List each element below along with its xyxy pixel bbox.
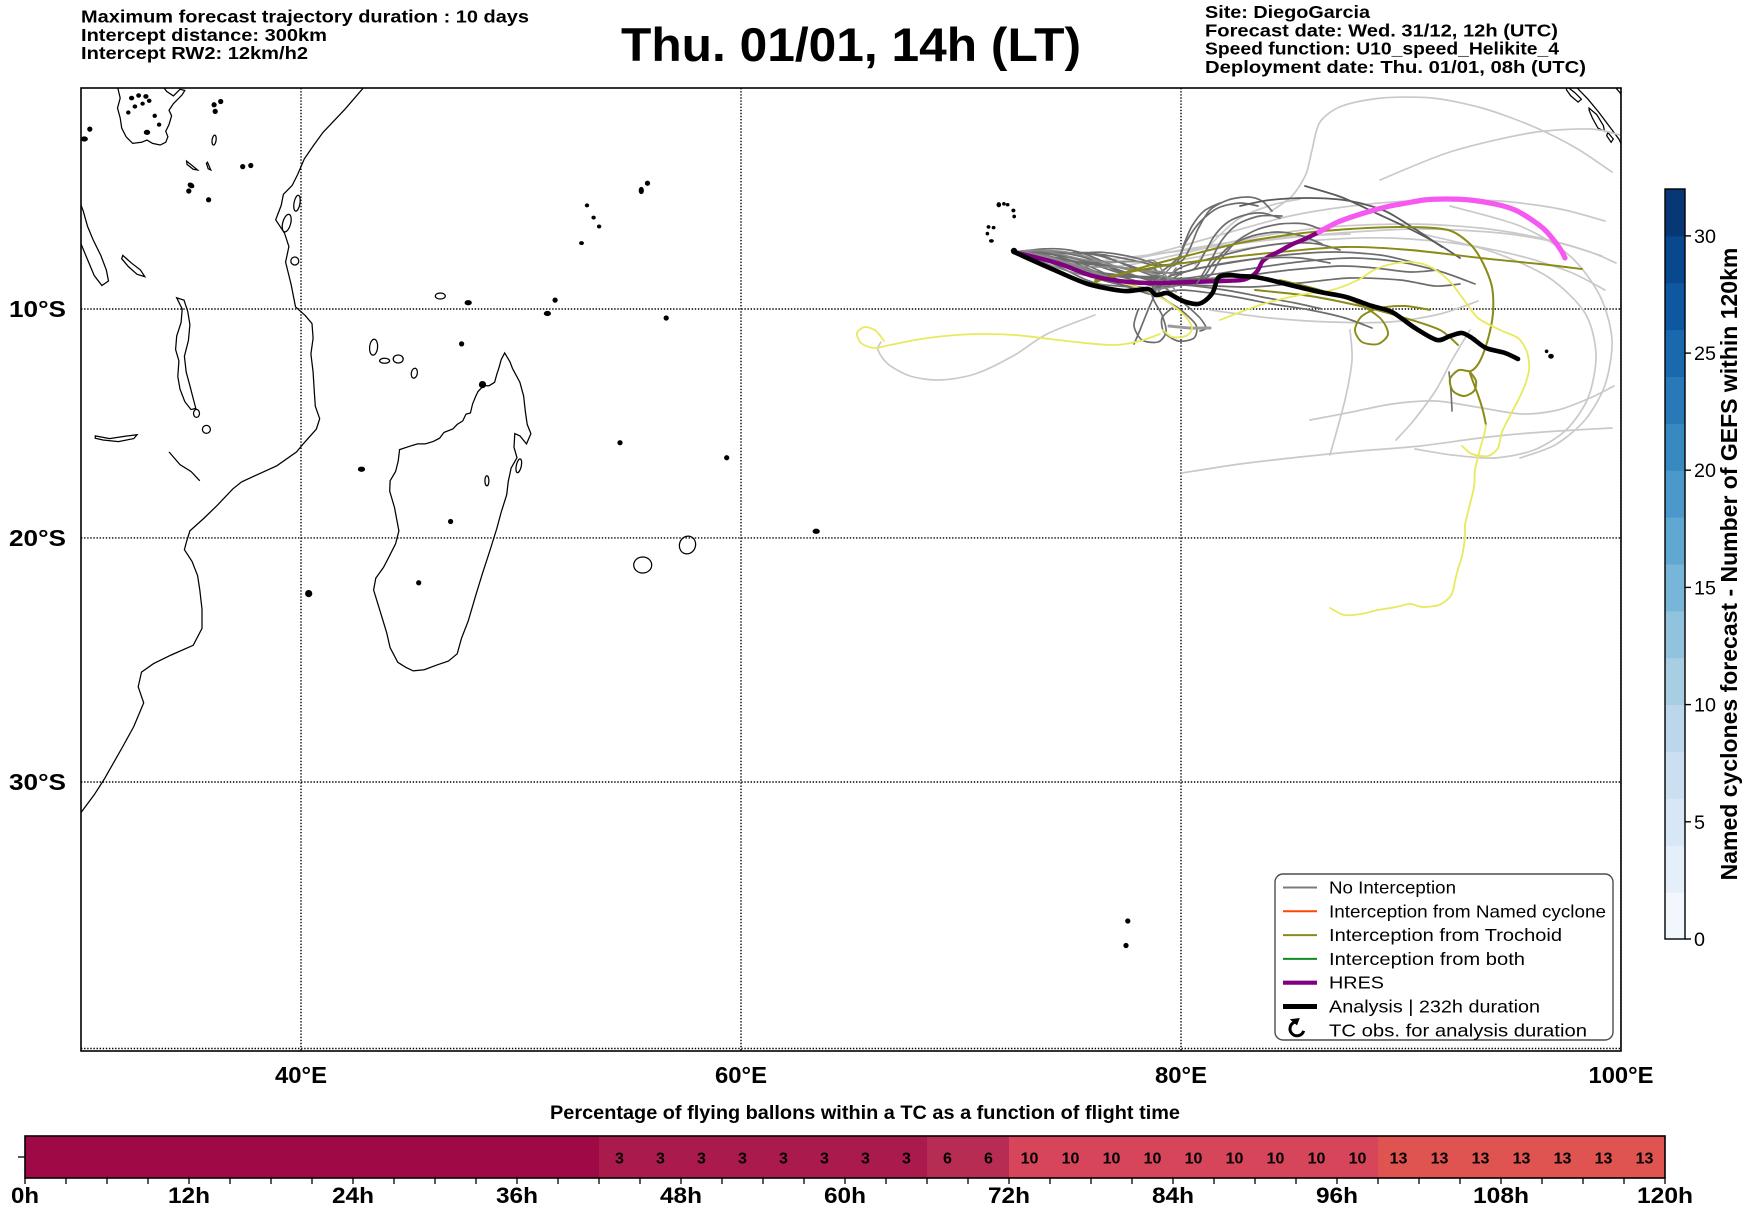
svg-text:HRES: HRES [1329,973,1384,993]
svg-text:Maximum forecast trajectory du: Maximum forecast trajectory duration : 1… [81,7,529,27]
svg-text:10: 10 [1308,1151,1326,1168]
svg-text:13: 13 [1390,1151,1408,1168]
svg-text:100°E: 100°E [1589,1062,1654,1088]
svg-text:3: 3 [656,1151,665,1168]
svg-text:60h: 60h [824,1183,866,1208]
svg-text:30: 30 [1694,226,1716,248]
svg-text:3: 3 [738,1151,747,1168]
svg-text:10: 10 [1185,1151,1203,1168]
svg-text:3: 3 [779,1151,788,1168]
svg-text:6: 6 [943,1151,952,1168]
svg-text:10: 10 [1349,1151,1367,1168]
svg-text:Percentage of flying ballons w: Percentage of flying ballons within a TC… [550,1103,1180,1124]
svg-text:13: 13 [1431,1151,1449,1168]
svg-text:3: 3 [902,1151,911,1168]
svg-text:Intercept distance: 300km: Intercept distance: 300km [81,25,327,45]
svg-text:96h: 96h [1316,1183,1358,1208]
svg-text:10: 10 [1267,1151,1285,1168]
svg-text:24h: 24h [332,1183,374,1208]
svg-text:Deployment date: Thu. 01/01, 0: Deployment date: Thu. 01/01, 08h (UTC) [1205,57,1586,77]
svg-text:10°S: 10°S [9,296,66,322]
svg-text:Intercept RW2: 12km/h2: Intercept RW2: 12km/h2 [81,43,308,63]
svg-text:84h: 84h [1152,1183,1194,1208]
svg-text:Forecast date: Wed. 31/12, 12h: Forecast date: Wed. 31/12, 12h (UTC) [1205,20,1558,40]
svg-text:40°E: 40°E [275,1062,327,1088]
svg-text:10: 10 [1062,1151,1080,1168]
svg-text:No Interception: No Interception [1329,878,1456,898]
svg-text:Interception from Trochoid: Interception from Trochoid [1329,925,1562,945]
svg-text:Interception from both: Interception from both [1329,949,1525,969]
svg-text:13: 13 [1554,1151,1572,1168]
svg-text:13: 13 [1595,1151,1613,1168]
svg-text:6: 6 [984,1151,993,1168]
svg-text:13: 13 [1636,1151,1654,1168]
svg-text:108h: 108h [1473,1183,1529,1208]
svg-text:5: 5 [1694,812,1705,834]
svg-text:60°E: 60°E [715,1062,767,1088]
svg-text:TC obs. for analysis duration: TC obs. for analysis duration [1329,1020,1587,1040]
svg-text:20: 20 [1694,460,1716,482]
svg-text:25: 25 [1694,343,1716,365]
svg-text:Interception from Named cyclon: Interception from Named cyclone [1329,901,1606,921]
svg-text:Thu. 01/01, 14h (LT): Thu. 01/01, 14h (LT) [621,18,1081,71]
svg-text:30°S: 30°S [9,769,66,795]
svg-text:48h: 48h [660,1183,702,1208]
svg-text:3: 3 [820,1151,829,1168]
svg-text:3: 3 [861,1151,870,1168]
svg-text:20°S: 20°S [9,525,66,551]
svg-text:12h: 12h [168,1183,210,1208]
svg-text:Named cyclones forecast - Numb: Named cyclones forecast - Number of GEFS… [1716,248,1742,881]
svg-text:15: 15 [1694,577,1716,599]
svg-text:Analysis | 232h duration: Analysis | 232h duration [1329,997,1540,1017]
svg-text:Speed function: U10_speed_Heli: Speed function: U10_speed_Helikite_4 [1205,39,1559,59]
svg-text:0h: 0h [11,1183,39,1208]
svg-text:120h: 120h [1637,1183,1693,1208]
svg-text:13: 13 [1472,1151,1490,1168]
svg-text:72h: 72h [988,1183,1030,1208]
svg-text:10: 10 [1144,1151,1162,1168]
svg-text:80°E: 80°E [1155,1062,1207,1088]
svg-text:10: 10 [1694,695,1716,717]
svg-text:10: 10 [1226,1151,1244,1168]
svg-text:36h: 36h [496,1183,538,1208]
svg-text:3: 3 [697,1151,706,1168]
svg-text:Site: DiegoGarcia: Site: DiegoGarcia [1205,2,1370,22]
svg-text:13: 13 [1513,1151,1531,1168]
svg-text:10: 10 [1021,1151,1039,1168]
svg-text:0: 0 [1694,929,1705,951]
svg-text:3: 3 [615,1151,624,1168]
svg-text:10: 10 [1103,1151,1121,1168]
